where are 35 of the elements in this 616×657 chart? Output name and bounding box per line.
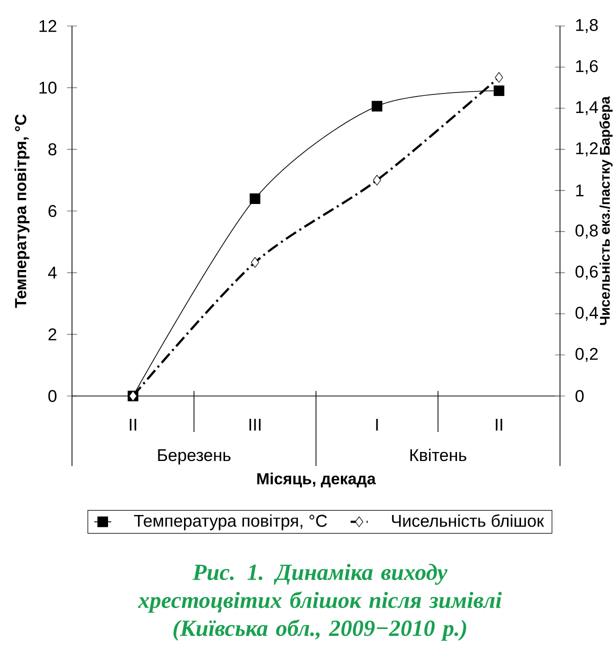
y-tick-label: 12 — [40, 20, 56, 32]
point — [250, 257, 260, 268]
text: Рис. 1. Динаміка виходу хрестоцвітих блішок після зимівлі (Київська обл., 2009−2010 р.) — [138, 564, 502, 641]
x-tick-label: I — [376, 418, 378, 431]
y2-tick-label: 1,2 — [576, 142, 598, 156]
y-tick-label: 10 — [40, 82, 56, 94]
y-axis-title: Температура повітря, °С — [14, 114, 30, 308]
y-tick-label: 4 — [48, 266, 57, 279]
text: Березень — [158, 449, 230, 465]
y2-tick-label: 0,4 — [576, 306, 598, 321]
y2-tick-label: 0,2 — [576, 348, 598, 362]
y-tick-label: 0 — [48, 390, 56, 402]
y2-tick-label: 1,8 — [576, 18, 598, 34]
y2-tick-label: 0 — [576, 390, 584, 402]
y2-tick-label: 1,6 — [576, 60, 598, 74]
point — [250, 193, 260, 204]
y2-tick-label: 1 — [576, 184, 584, 196]
legend-label: Чисельність блішок — [392, 514, 544, 527]
y-tick-label: 8 — [48, 143, 56, 156]
x-tick-label: II — [496, 418, 502, 431]
text: Квітень — [410, 448, 466, 462]
y2-tick-label: 1,4 — [576, 101, 598, 116]
y2-axis-title: Чисельність екз./пастку Барбера — [599, 96, 613, 325]
legend-label: Температура повітря, °С — [134, 514, 327, 530]
x-axis-title: Місяць, декада — [257, 472, 376, 488]
y-tick-label: 2 — [48, 328, 56, 340]
x-tick-label: II — [130, 418, 136, 431]
x-tick-label: III — [249, 418, 261, 431]
y2-tick-label: 0,6 — [576, 266, 598, 280]
y2-tick-label: 0,8 — [576, 224, 598, 239]
point — [494, 72, 504, 83]
point — [372, 100, 382, 112]
y-tick-label: 6 — [48, 204, 56, 218]
point — [494, 85, 504, 96]
point — [372, 174, 382, 186]
